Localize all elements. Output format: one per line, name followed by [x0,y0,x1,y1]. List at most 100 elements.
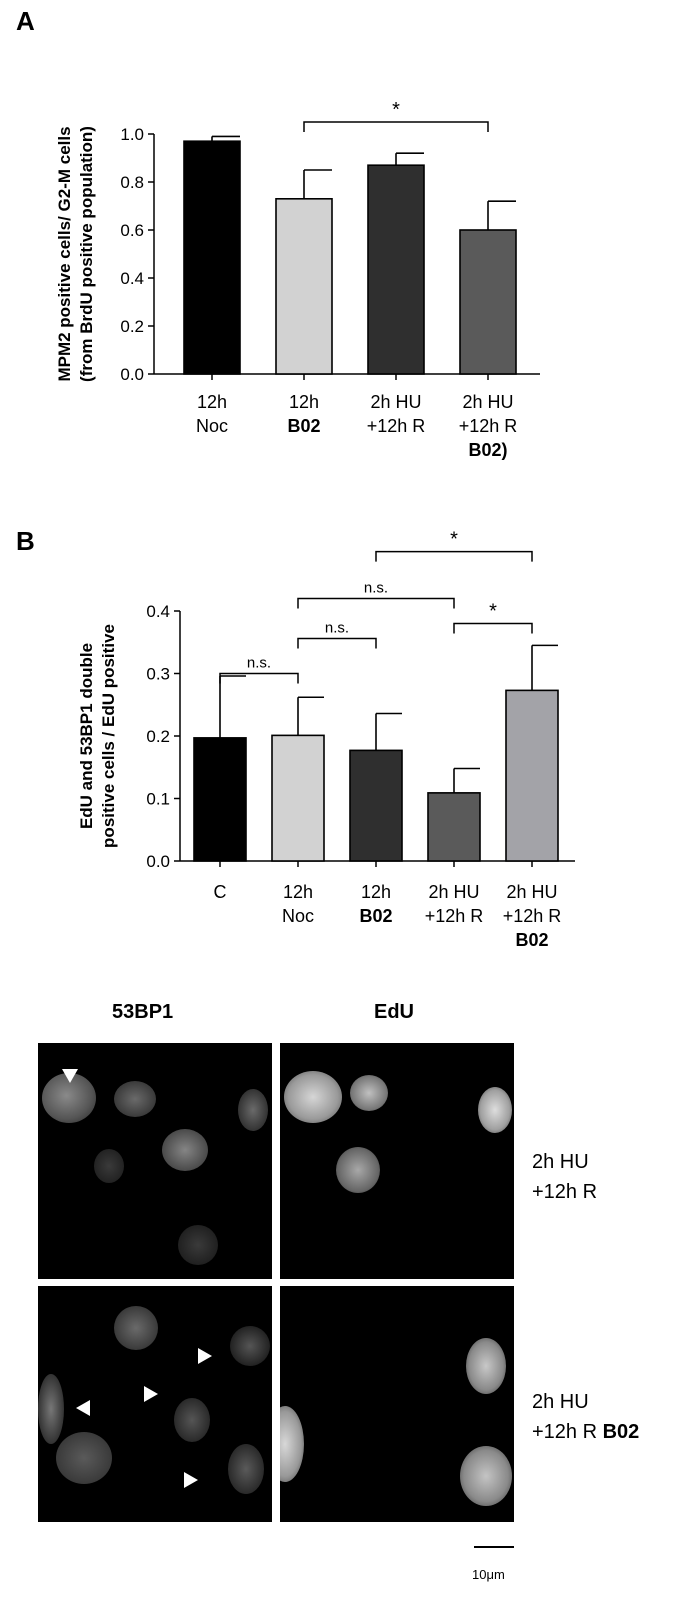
y-axis-label: (from BrdU positive population) [77,126,96,382]
category-label: C [214,882,227,902]
nucleus [56,1432,112,1484]
bar [505,689,559,862]
panel-a-letter: A [16,6,35,36]
col-header-53bp1: 53BP1 [112,1001,174,1023]
category-label: +12h R [425,906,484,926]
category-label: B02 [515,930,548,950]
nucleus [38,1374,64,1444]
y-tick-label: 0.3 [146,665,170,684]
significance-bracket [297,597,455,609]
category-label: 2h HU [428,882,479,902]
arrowhead-marker [62,1069,78,1083]
nucleus [336,1147,380,1193]
bar [459,229,517,375]
panel-a: A 0.0 0.2 0.4 0.6 0.8 1.0 MPM2 positive cells/… [0,0,680,470]
category-label: 12h [283,882,313,902]
y-tick-label: 0.4 [146,602,170,621]
category-label: 12h [197,392,227,412]
category-label: 12h [361,882,391,902]
arrowhead-marker [184,1472,198,1488]
bar [193,737,247,862]
significance-label: n.s. [247,655,271,672]
nucleus [460,1446,512,1506]
y-tick-label: 0.8 [120,173,144,192]
y-tick-label: 0.0 [146,852,170,871]
category-label: +12h R [503,906,562,926]
nucleus [162,1129,208,1171]
arrowhead-marker [144,1386,158,1402]
panel-b: B 0.0 0.1 0.2 0.3 0.4 EdU and 53BP1 double pos… [0,520,680,980]
y-tick-label: 0.6 [120,221,144,240]
chart-a: 0.0 0.2 0.4 0.6 0.8 1.0 MPM2 positive cells/ G… [55,99,540,460]
row2-label-line1: 2h HU [532,1391,589,1413]
bar [275,198,333,375]
category-label: 2h HU [506,882,557,902]
category-label: Noc [282,906,314,926]
row2-label: 2h HU +12h R B02 [532,1387,639,1447]
category-label: Noc [196,416,228,436]
category-label: B02 [359,906,392,926]
row2-label-bold: B02 [602,1421,640,1443]
bar [349,749,403,862]
nucleus [466,1338,506,1394]
significance-label: * [392,99,400,121]
category-label: +12h R [367,416,426,436]
significance-label: n.s. [364,580,388,597]
row1-label: 2h HU +12h R [532,1147,597,1207]
nucleus [478,1087,512,1133]
micrograph-figure: 53BP1 EdU 2h HU +12h R [0,995,680,1598]
nucleus [114,1081,156,1117]
category-label: +12h R [459,416,518,436]
scale-bar [474,1546,514,1548]
y-tick-label: 0.1 [146,790,170,809]
micrograph-row2-53bp1 [38,1286,272,1522]
bar [183,140,241,375]
nucleus [178,1225,218,1265]
category-label: 2h HU [370,392,421,412]
col-header-edu: EdU [374,1001,414,1023]
y-axis-label: positive cells / EdU positive [99,624,118,848]
category-label: 2h HU [462,392,513,412]
nucleus [230,1326,270,1366]
nucleus [94,1149,124,1183]
y-tick-label: 0.2 [146,727,170,746]
scale-bar-label: 10μm [472,1567,505,1582]
y-axis-label: EdU and 53BP1 double [77,643,96,829]
arrowhead-marker [198,1348,212,1364]
y-tick-label: 0.4 [120,269,144,288]
significance-bracket [297,637,377,649]
y-axis-label: MPM2 positive cells/ G2-M cells [55,126,74,381]
bar [367,164,425,375]
category-label: 12h [289,392,319,412]
category-label: B02 [287,416,320,436]
nucleus [174,1398,210,1442]
nucleus [114,1306,158,1350]
arrowhead-marker [76,1400,90,1416]
significance-label: n.s. [325,620,349,637]
significance-bracket [303,121,489,132]
micrograph-row1-edu [280,1043,514,1279]
micrograph-row1-53bp1 [38,1043,272,1279]
bar [427,792,481,862]
nucleus [350,1075,388,1111]
nucleus [238,1089,268,1131]
nucleus [228,1444,264,1494]
row1-label-line2: +12h R [532,1181,598,1203]
y-tick-label: 1.0 [120,125,144,144]
micrograph-row2-edu [280,1286,514,1522]
category-label: B02) [468,440,507,460]
row2-label-plain: +12h R [532,1421,603,1443]
significance-label: * [489,601,497,623]
row1-label-line1: 2h HU [532,1151,589,1173]
nucleus [280,1406,304,1482]
significance-bracket [453,622,533,634]
significance-label: * [450,529,458,551]
significance-bracket [219,672,299,684]
y-tick-label: 0.0 [120,365,144,384]
y-tick-label: 0.2 [120,317,144,336]
panel-b-letter: B [16,526,35,556]
nucleus [284,1071,342,1123]
chart-b: 0.0 0.1 0.2 0.3 0.4 EdU and 53BP1 double posit… [77,529,575,950]
significance-bracket [375,550,533,562]
row2-label-line2: +12h R B02 [532,1417,639,1447]
